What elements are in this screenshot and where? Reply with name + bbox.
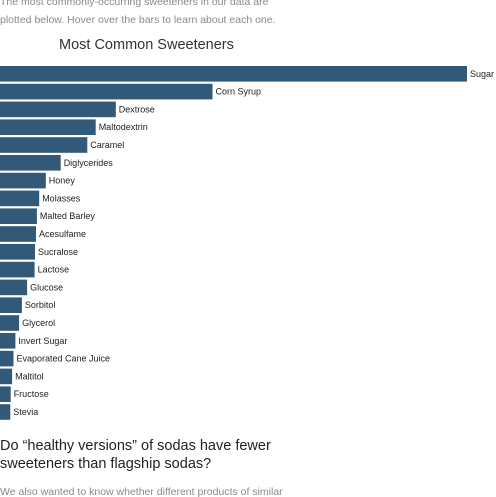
bar-sucralose[interactable]	[0, 244, 35, 260]
bar-label-glycerol: Glycerol	[22, 318, 55, 328]
bar-label-stevia: Stevia	[13, 407, 38, 417]
bar-label-glucose: Glucose	[30, 282, 63, 292]
section-text: We also wanted to know whether different…	[0, 486, 283, 497]
bar-acesulfame[interactable]	[0, 226, 36, 242]
intro-text: The most commonly-occurring sweeteners i…	[0, 0, 276, 26]
bar-corn-syrup[interactable]	[0, 83, 213, 100]
bar-label-sugar: Sugar	[470, 69, 494, 79]
section-heading: Do “healthy versions” of sodas have fewe…	[0, 438, 271, 472]
bar-honey[interactable]	[0, 172, 46, 189]
bar-evaporated-cane-juice[interactable]	[0, 350, 14, 367]
bar-label-malted-barley: Malted Barley	[40, 211, 96, 221]
bar-label-invert-sugar: Invert Sugar	[18, 336, 67, 346]
bar-maltitol[interactable]	[0, 368, 13, 385]
bar-lactose[interactable]	[0, 261, 35, 278]
bar-molasses[interactable]	[0, 190, 40, 207]
bar-label-molasses: Molasses	[42, 193, 81, 203]
bar-label-lactose: Lactose	[38, 265, 70, 275]
bar-label-corn-syrup: Corn Syrup	[216, 87, 262, 97]
bar-sorbitol[interactable]	[0, 297, 22, 313]
bar-glycerol[interactable]	[0, 315, 20, 331]
bar-label-acesulfame: Acesulfame	[39, 229, 86, 239]
bar-caramel[interactable]	[0, 137, 88, 153]
bar-diglycerides[interactable]	[0, 155, 61, 171]
bar-label-maltodextrin: Maltodextrin	[99, 122, 148, 132]
bar-label-diglycerides: Diglycerides	[64, 158, 114, 168]
bar-label-fructose: Fructose	[14, 389, 49, 399]
bar-dextrose[interactable]	[0, 101, 116, 118]
bar-fructose[interactable]	[0, 386, 11, 402]
bar-maltodextrin[interactable]	[0, 119, 96, 135]
bar-label-honey: Honey	[49, 176, 76, 186]
bar-label-dextrose: Dextrose	[119, 104, 155, 114]
bar-sugar[interactable]	[0, 66, 467, 82]
bar-malted-barley[interactable]	[0, 208, 37, 224]
bar-invert-sugar[interactable]	[0, 333, 16, 349]
bar-label-sorbitol: Sorbitol	[25, 300, 56, 310]
bar-stevia[interactable]	[0, 404, 11, 420]
bar-label-caramel: Caramel	[90, 140, 124, 150]
bar-glucose[interactable]	[0, 279, 28, 296]
chart-title: Most Common Sweeteners	[59, 37, 234, 53]
bar-label-evaporated-cane-juice: Evaporated Cane Juice	[17, 354, 111, 364]
bar-label-maltitol: Maltitol	[15, 371, 44, 381]
bar-label-sucralose: Sucralose	[38, 247, 78, 257]
